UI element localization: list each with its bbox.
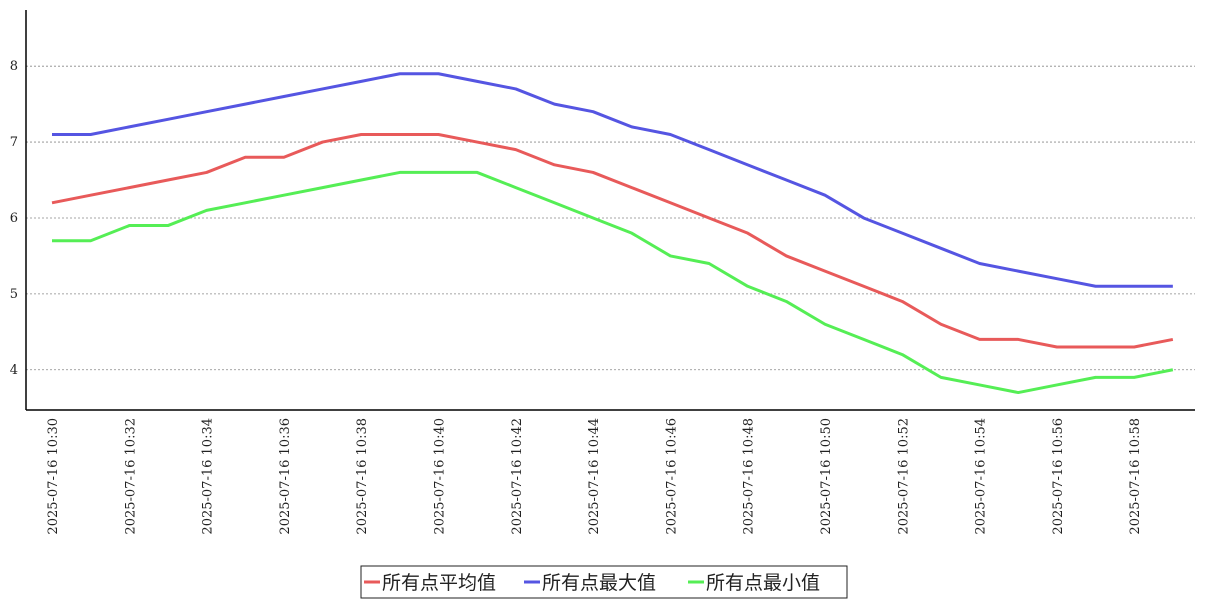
- x-tick-label: 2025-07-16 10:44: [587, 418, 602, 535]
- series-line: [52, 72, 1173, 288]
- x-tick-label: 2025-07-16 10:30: [46, 418, 61, 535]
- x-tick-label: 2025-07-16 10:46: [664, 418, 679, 535]
- x-tick-label: 2025-07-16 10:48: [742, 418, 757, 535]
- x-tick-label: 2025-07-16 10:32: [123, 418, 138, 535]
- legend-label: 所有点最大值: [542, 572, 656, 594]
- legend-label: 所有点平均值: [382, 572, 496, 594]
- legend-box: [360, 565, 848, 599]
- x-tick-label: 2025-07-16 10:36: [278, 418, 293, 535]
- x-tick-label: 2025-07-16 10:50: [819, 418, 834, 535]
- legend-label: 所有点最小值: [706, 572, 820, 594]
- x-tick-label: 2025-07-16 10:56: [1051, 418, 1066, 535]
- x-tick-label: 2025-07-16 10:38: [355, 418, 370, 535]
- series-line: [51, 132, 1174, 349]
- x-tick-label: 2025-07-16 10:58: [1128, 418, 1143, 535]
- x-tick-label: 2025-07-16 10:40: [433, 418, 448, 535]
- y-tick-label: 5: [10, 287, 18, 302]
- y-tick-label: 7: [10, 135, 18, 150]
- y-tick-label: 6: [10, 211, 18, 226]
- x-tick-label: 2025-07-16 10:54: [974, 418, 989, 535]
- x-tick-label: 2025-07-16 10:42: [510, 418, 525, 535]
- x-tick-label: 2025-07-16 10:52: [896, 418, 911, 535]
- series-line: [52, 170, 1174, 395]
- y-tick-label: 8: [10, 59, 18, 74]
- x-tick-label: 2025-07-16 10:34: [201, 418, 216, 535]
- y-tick-label: 4: [10, 363, 18, 378]
